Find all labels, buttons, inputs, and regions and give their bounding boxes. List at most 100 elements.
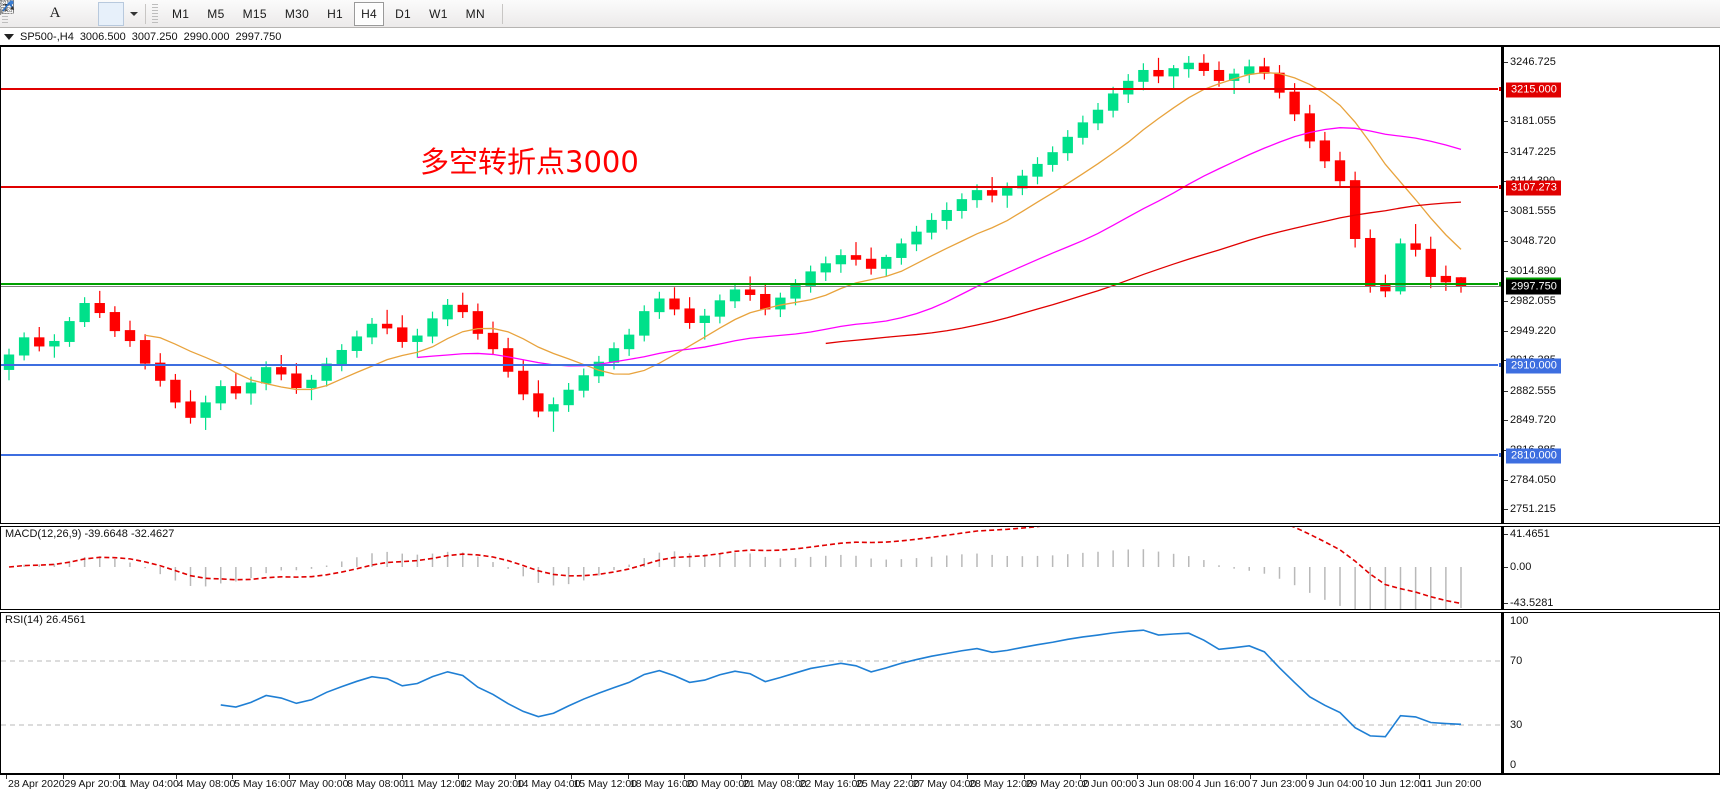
time-label: 11 Jun 20:00 — [1421, 778, 1482, 790]
timeframe-m1[interactable]: M1 — [172, 6, 190, 21]
time-tick — [1362, 775, 1364, 779]
timeframe-mn[interactable]: MN — [465, 6, 485, 21]
time-label: 2 Jun 00:00 — [1082, 778, 1138, 790]
time-label: 11 May 12:00 — [403, 778, 467, 790]
macd-series-svg — [8, 527, 1462, 609]
time-tick — [401, 775, 403, 779]
timeframe-m30[interactable]: M30 — [284, 6, 310, 21]
timeframe-m5[interactable]: M5 — [207, 6, 225, 21]
text-tool-icon[interactable]: A — [49, 5, 61, 21]
time-label: 5 May 16:00 — [234, 778, 292, 790]
time-tick — [458, 775, 460, 779]
price-tick: 3147.225 — [1504, 145, 1556, 158]
time-label: 29 May 20:00 — [1025, 778, 1090, 790]
price-tick: 3048.720 — [1504, 234, 1556, 247]
time-label: 9 Jun 04:00 — [1308, 778, 1364, 790]
timeframe-h1[interactable]: H1 — [327, 6, 344, 21]
price-tick: 2949.220 — [1504, 324, 1556, 337]
timeframe-w1[interactable]: W1 — [429, 6, 448, 21]
level-line-resistance-3215[interactable] — [1, 86, 1501, 93]
rsi-scale: 100 70 30 0 — [1502, 612, 1720, 774]
time-tick — [1306, 775, 1308, 779]
time-tick — [910, 775, 912, 779]
time-tick — [514, 775, 516, 779]
rsi-pane[interactable]: RSI(14) 26.4561 — [0, 612, 1502, 774]
time-label: 15 May 12:00 — [573, 778, 638, 790]
label-tool-icon[interactable]: T — [0, 0, 96, 26]
price-tick: 2982.055 — [1504, 294, 1556, 307]
timeframe-group: M1 M5 M15 M30 H1 H4 D1 W1 MN — [163, 1, 494, 26]
crosshair-icon[interactable]: F — [0, 1, 40, 26]
rsi-tick: 100 — [1510, 615, 1529, 627]
macd-label: MACD(12,26,9) -39.6648 -32.4627 — [5, 528, 175, 540]
timeframe-h4[interactable]: H4 — [354, 1, 385, 26]
time-label: 20 May 00:00 — [686, 778, 751, 790]
rsi-tick: 30 — [1510, 719, 1523, 731]
level-anchor[interactable] — [1498, 361, 1501, 368]
time-tick — [232, 775, 234, 779]
time-tick — [1080, 775, 1082, 779]
objects-icon[interactable] — [2, 0, 124, 26]
svg-text:T: T — [3, 3, 9, 14]
time-label: 21 May 08:00 — [743, 778, 807, 790]
time-tick — [1023, 775, 1025, 779]
quote-open: 3006.500 — [79, 30, 126, 43]
current-price-line — [1, 285, 1501, 287]
time-tick — [1419, 775, 1421, 779]
chart-annotation-text: 多空转折点3000 — [420, 145, 639, 179]
rsi-tick: 70 — [1510, 655, 1523, 667]
time-label: 29 Apr 20:00 — [64, 778, 125, 790]
time-tick — [967, 775, 969, 779]
level-line-resistance-3107[interactable] — [1, 183, 1501, 190]
macd-scale: 41.4651 0.00 -43.5281 — [1502, 526, 1720, 610]
timeframe-d1[interactable]: D1 — [395, 6, 412, 21]
price-scale[interactable]: 3246.7253181.0553147.2253114.3903081.555… — [1502, 46, 1720, 524]
time-tick — [797, 775, 799, 779]
level-line-support-2810[interactable] — [1, 452, 1501, 459]
time-tick — [1193, 775, 1195, 779]
time-label: 12 May 20:00 — [460, 778, 524, 790]
price-chart-pane[interactable]: 多空转折点3000 — [0, 46, 1502, 524]
level-line-pivot-3000[interactable] — [1, 280, 1501, 287]
level-line-support-2910[interactable] — [1, 361, 1501, 368]
macd-tick: 41.4651 — [1504, 528, 1550, 540]
time-label: 1 May 04:00 — [121, 778, 179, 790]
timeframe-m15[interactable]: M15 — [242, 6, 267, 21]
price-series-svg — [3, 54, 1467, 432]
time-axis[interactable]: 28 Apr 2020 29 Apr 20:00 1 May 04:00 4 May … — [0, 774, 1720, 793]
level-tag-resistance-3107[interactable]: 3107.273 — [1506, 180, 1561, 196]
time-tick — [345, 775, 347, 779]
time-tick — [854, 775, 856, 779]
time-tick — [571, 775, 573, 779]
rsi-tick: 0 — [1510, 759, 1517, 771]
time-label: 27 May 04:00 — [912, 778, 977, 790]
timeframe-grip[interactable] — [152, 3, 158, 24]
time-label: 22 May 16:00 — [799, 778, 864, 790]
level-anchor[interactable] — [1498, 452, 1501, 459]
objects-dropdown-icon[interactable] — [126, 2, 140, 26]
quote-high: 3007.250 — [131, 30, 178, 43]
level-tag-resistance-3215[interactable]: 3215.000 — [1506, 82, 1561, 98]
macd-pane[interactable]: MACD(12,26,9) -39.6648 -32.4627 — [0, 526, 1502, 610]
level-tag-support-2810[interactable]: 2810.000 — [1506, 448, 1561, 464]
price-tick: 2784.050 — [1504, 473, 1556, 486]
level-anchor[interactable] — [1498, 183, 1501, 190]
time-tick — [119, 775, 121, 779]
main-toolbar: F A T M1 M5 M15 M30 H1 H4 D1 W1 MN — [0, 0, 1720, 28]
quote-low: 2990.000 — [183, 30, 230, 43]
level-anchor[interactable] — [1498, 86, 1501, 93]
time-label: 7 Jun 23:00 — [1251, 778, 1307, 790]
chart-menu-icon[interactable] — [4, 33, 14, 40]
time-tick — [627, 775, 629, 779]
svg-text:F: F — [0, 11, 4, 17]
time-label: 28 May 12:00 — [969, 778, 1033, 790]
price-tick: 3081.555 — [1504, 204, 1556, 217]
time-label: 8 May 08:00 — [347, 778, 406, 790]
price-tick: 3246.725 — [1504, 55, 1556, 68]
level-tag-support-2910[interactable]: 2910.000 — [1506, 358, 1561, 374]
macd-canvas — [1, 527, 1501, 609]
price-tick: 2751.215 — [1504, 503, 1556, 516]
time-tick — [62, 775, 64, 779]
price-tick: 2882.555 — [1504, 384, 1556, 397]
rsi-label: RSI(14) 26.4561 — [5, 614, 86, 626]
